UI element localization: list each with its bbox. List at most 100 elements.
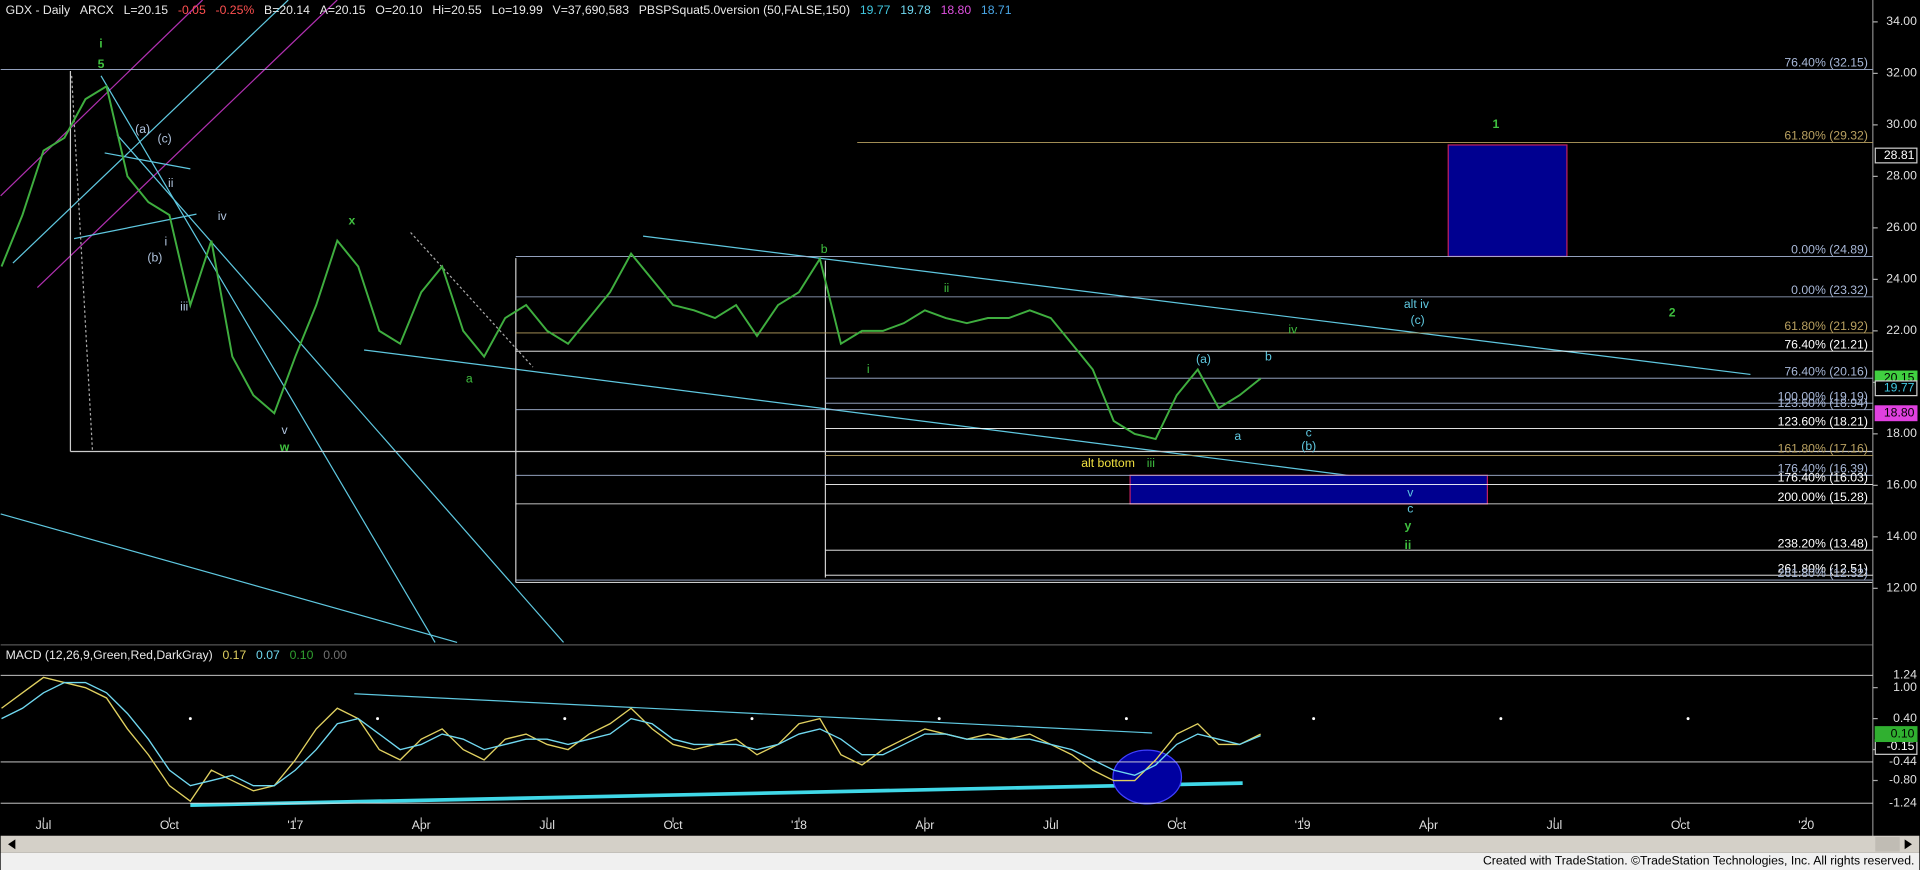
level-label: 176.40% (16.03) [1778, 471, 1868, 485]
x-tick-label: Apr [1419, 818, 1438, 832]
x-tick-label: Apr [915, 818, 934, 832]
header-item: A=20.15 [320, 3, 366, 17]
level-label: -0.44 [1889, 754, 1917, 768]
status-bar [0, 852, 1920, 870]
level-label: 0.00% (24.89) [1791, 243, 1868, 257]
y-tick-label: 28.00 [1886, 169, 1917, 183]
target-zone [1129, 474, 1488, 505]
x-tick-label: Jul [1547, 818, 1563, 832]
trend-line [364, 349, 1421, 486]
header-item: GDX - Daily [6, 3, 71, 17]
wave-label: (c) [1411, 313, 1425, 327]
wave-label: x [348, 214, 355, 228]
header-item: 0.17 [222, 648, 246, 662]
wave-label: v [1407, 485, 1414, 499]
level-label: 100.00% (19.19) [1778, 389, 1868, 403]
wave-label: (a) [135, 122, 150, 136]
header-item: Hi=20.55 [432, 3, 481, 17]
level-label: 261.80% (12.32) [1778, 566, 1868, 580]
price-tag [1874, 147, 1918, 164]
footer-text: Created with TradeStation. ©TradeStation… [1483, 854, 1914, 868]
price-line [0, 84, 1262, 441]
header-item: L=20.15 [124, 3, 169, 17]
macd-trend-line [354, 693, 1153, 734]
price-tag [1874, 726, 1918, 743]
header-item: O=20.10 [375, 3, 422, 17]
x-tick-label: '20 [1798, 818, 1814, 832]
highlight-ellipse [1112, 749, 1183, 805]
wave-label: c [1306, 425, 1312, 439]
dot [563, 717, 567, 721]
x-tick-label: Oct [160, 818, 180, 832]
header-item: 0.10 [290, 648, 314, 662]
wave-label: ii [1404, 538, 1411, 552]
y-tick-label: -0.80 [1889, 773, 1917, 787]
header-item: 0.00 [323, 648, 347, 662]
scroll-left[interactable] [8, 839, 16, 850]
level-label: 176.40% (16.39) [1778, 461, 1868, 475]
y-tick-label: 24.00 [1886, 272, 1917, 286]
price-tag-label: 0.10 [1891, 726, 1915, 740]
level-label: 0.00% (23.32) [1791, 283, 1868, 297]
x-tick-label: Jul [1043, 818, 1059, 832]
header-item: V=37,690,583 [553, 3, 630, 17]
wave-label: w [279, 440, 290, 454]
dot [188, 717, 192, 721]
wave-label: i [165, 235, 168, 249]
x-tick-label: '18 [791, 818, 807, 832]
wave-label: iii [1147, 456, 1155, 470]
wave-label: (c) [158, 132, 172, 146]
header-item: B=20.14 [264, 3, 310, 17]
channel-line [100, 75, 436, 643]
y-tick-label: 34.00 [1886, 14, 1917, 28]
x-tick-label: Jul [539, 818, 555, 832]
level-label: 1.24 [1893, 668, 1917, 682]
level-label: 200.00% (15.28) [1778, 490, 1868, 504]
scroll-thumb[interactable] [1875, 836, 1900, 852]
channel-line [12, 0, 289, 264]
scroll-right[interactable] [1904, 839, 1912, 850]
dotted-line [71, 75, 94, 451]
y-tick-label: 0.40 [1893, 711, 1917, 725]
wave-label: ii [168, 176, 173, 190]
level-label: 261.80% (12.51) [1778, 561, 1868, 575]
scrollbar[interactable] [0, 835, 1920, 853]
price-tag [1874, 380, 1918, 397]
trend-lines [0, 0, 1874, 845]
y-tick-label: 30.00 [1886, 117, 1917, 131]
level-label: -1.24 [1889, 795, 1917, 809]
dot [1124, 717, 1128, 721]
wave-label: (b) [1301, 439, 1316, 453]
dot [376, 717, 380, 721]
y-tick-label: 18.00 [1886, 426, 1917, 440]
wave-label: a [1234, 429, 1241, 443]
y-tick-label: 14.00 [1886, 529, 1917, 543]
x-tick-label: '19 [1295, 818, 1311, 832]
header-item: MACD (12,26,9,Green,Red,DarkGray) [6, 648, 213, 662]
macd-line [1, 681, 1261, 787]
wave-label: alt bottom [1081, 456, 1135, 470]
level-label: 76.40% (32.15) [1784, 56, 1868, 70]
price-tag-label: 18.80 [1884, 405, 1915, 419]
y-tick-label: 16.00 [1886, 478, 1917, 492]
level-label: 123.60% (18.94) [1778, 396, 1868, 410]
y-tick-label: 26.00 [1886, 220, 1917, 234]
wave-label: ii [944, 281, 949, 295]
level-label: 123.60% (18.21) [1778, 415, 1868, 429]
wave-label: 1 [1493, 117, 1500, 131]
level-label: 61.80% (21.92) [1784, 319, 1868, 333]
wave-label: iv [1288, 323, 1298, 337]
dot [750, 717, 754, 721]
y-tick-label: 12.00 [1886, 581, 1917, 595]
channel-line [0, 513, 458, 643]
channel-line [36, 0, 338, 288]
wave-label: (a) [1196, 352, 1211, 366]
wave-label: c [1407, 501, 1413, 515]
header-item: 18.80 [941, 3, 972, 17]
x-tick-label: Oct [1671, 818, 1691, 832]
header-item: -0.25% [216, 3, 255, 17]
wave-label: v [282, 423, 289, 437]
header-item: PBSPSquat5.0version (50,FALSE,150) [639, 3, 850, 17]
header-item: 19.77 [860, 3, 891, 17]
